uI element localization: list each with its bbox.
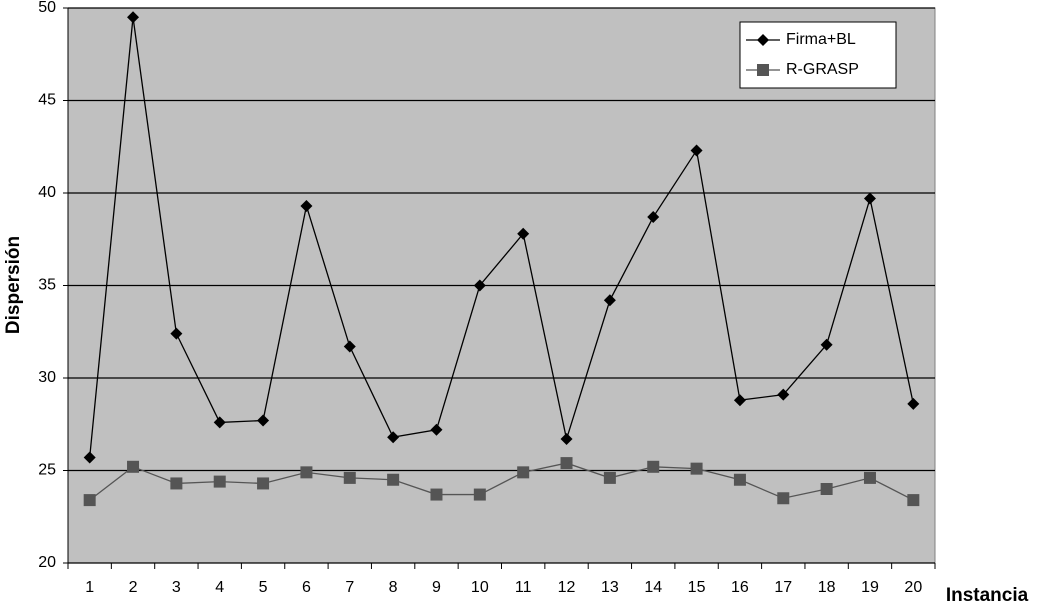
y-tick-label: 30 <box>38 369 56 386</box>
y-tick-label: 25 <box>38 462 56 479</box>
point <box>517 227 530 240</box>
x-tick-label: 10 <box>471 579 489 596</box>
x-tick-label: 7 <box>345 579 354 596</box>
x-tick-label: 17 <box>774 579 792 596</box>
x-tick-label: 3 <box>172 579 181 596</box>
point <box>170 477 183 490</box>
x-tick-label: 4 <box>215 579 224 596</box>
x-tick-label: 15 <box>688 579 706 596</box>
x-tick-label: 19 <box>861 579 879 596</box>
point <box>603 294 616 307</box>
x-tick-label: 13 <box>601 579 619 596</box>
y-tick-label: 35 <box>38 277 56 294</box>
x-tick-label: 8 <box>389 579 398 596</box>
point <box>257 477 270 490</box>
point <box>213 416 226 429</box>
point <box>907 494 920 507</box>
point <box>907 397 920 410</box>
y-tick-label: 50 <box>38 0 56 16</box>
point <box>473 279 486 292</box>
point <box>733 394 746 407</box>
point <box>863 192 876 205</box>
x-tick-label: 5 <box>259 579 268 596</box>
point <box>777 492 790 505</box>
x-tick-label: 14 <box>644 579 662 596</box>
point <box>300 466 313 479</box>
point <box>213 475 226 488</box>
point <box>647 460 660 473</box>
point <box>733 473 746 486</box>
point <box>83 451 96 464</box>
point <box>473 488 486 501</box>
legend-box <box>739 21 897 89</box>
point <box>257 414 270 427</box>
point <box>560 433 573 446</box>
point <box>83 494 96 507</box>
point <box>517 466 530 479</box>
legend-marker <box>757 34 769 46</box>
point <box>430 488 443 501</box>
legend-label: R-GRASP <box>786 61 859 78</box>
x-tick-label: 16 <box>731 579 749 596</box>
legend-label: Firma+BL <box>786 31 856 48</box>
x-axis-title: Instancia <box>946 585 1029 606</box>
point <box>603 471 616 484</box>
x-tick-label: 1 <box>85 579 94 596</box>
point <box>430 423 443 436</box>
point <box>343 340 356 353</box>
series-line <box>89 17 914 458</box>
x-tick-label: 18 <box>818 579 836 596</box>
point <box>647 211 660 224</box>
point <box>690 144 703 157</box>
point <box>777 388 790 401</box>
y-tick-label: 20 <box>38 554 56 571</box>
series-line <box>89 462 914 501</box>
x-tick-label: 2 <box>129 579 138 596</box>
y-tick-label: 40 <box>38 184 56 201</box>
x-tick-label: 9 <box>432 579 441 596</box>
point <box>387 431 400 444</box>
point <box>820 483 833 495</box>
point <box>863 471 876 484</box>
point <box>387 473 400 486</box>
y-tick-label: 45 <box>38 92 56 109</box>
point <box>820 338 833 351</box>
x-tick-label: 12 <box>558 579 576 596</box>
point <box>127 11 140 24</box>
point <box>300 199 313 212</box>
point <box>343 471 356 484</box>
x-tick-label: 11 <box>515 579 532 596</box>
point <box>170 327 183 340</box>
y-axis-title: Dispersión <box>3 236 24 334</box>
legend-marker <box>757 64 769 76</box>
point <box>127 460 140 473</box>
x-tick-label: 20 <box>904 579 922 596</box>
x-tick-label: 6 <box>302 579 311 596</box>
point <box>560 457 573 470</box>
point <box>690 462 703 475</box>
